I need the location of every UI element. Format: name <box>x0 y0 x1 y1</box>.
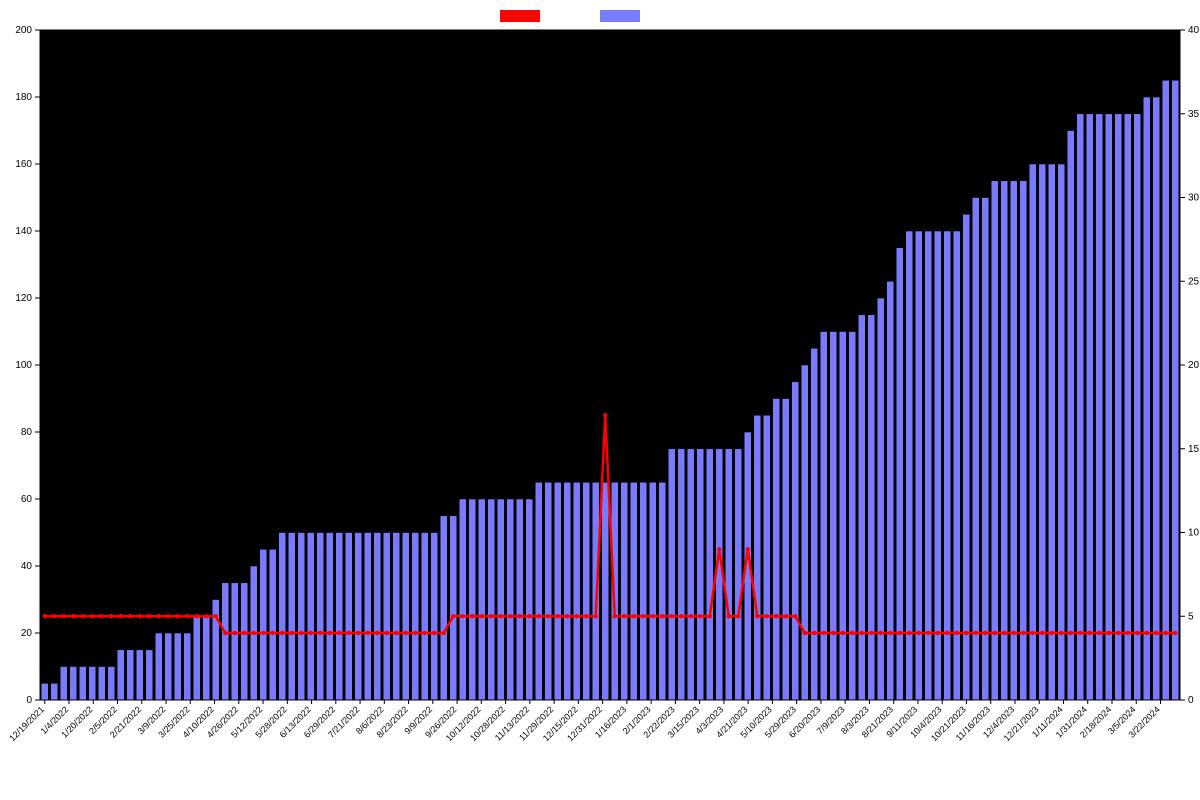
svg-text:80: 80 <box>21 427 33 438</box>
svg-text:0: 0 <box>26 695 32 706</box>
svg-text:12/19/2021: 12/19/2021 <box>7 704 46 743</box>
svg-text:160: 160 <box>15 159 32 170</box>
svg-text:100: 100 <box>15 360 32 371</box>
svg-text:10: 10 <box>1188 528 1200 539</box>
svg-text:120: 120 <box>15 293 32 304</box>
svg-text:5: 5 <box>1188 611 1194 622</box>
svg-text:40: 40 <box>1188 25 1200 36</box>
svg-text:20: 20 <box>1188 360 1200 371</box>
svg-text:180: 180 <box>15 92 32 103</box>
combo-chart: 0 20 40 60 80 100 120 140 160 180 200 0 5 10 15 20 25 30 3… <box>0 0 1200 800</box>
svg-text:35: 35 <box>1188 109 1200 120</box>
svg-text:0: 0 <box>1188 695 1194 706</box>
svg-text:20: 20 <box>21 628 33 639</box>
svg-text:40: 40 <box>21 561 33 572</box>
chart-container: 0 20 40 60 80 100 120 140 160 180 200 0 5 10 15 20 25 30 3… <box>0 0 1200 800</box>
svg-text:25: 25 <box>1188 276 1200 287</box>
svg-text:140: 140 <box>15 226 32 237</box>
svg-text:15: 15 <box>1188 444 1200 455</box>
svg-text:60: 60 <box>21 494 33 505</box>
svg-text:200: 200 <box>15 25 32 36</box>
svg-text:30: 30 <box>1188 193 1200 204</box>
